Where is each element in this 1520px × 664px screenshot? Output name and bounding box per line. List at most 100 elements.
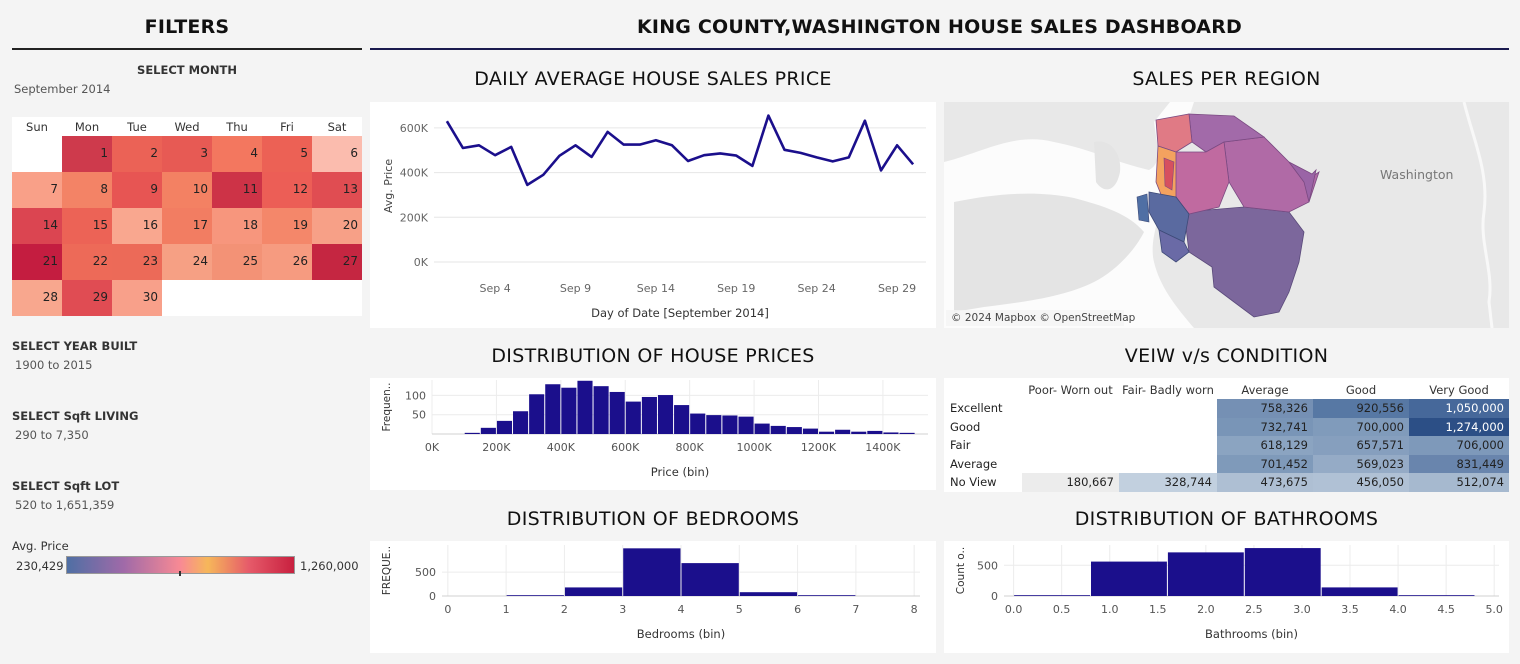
avg-price-point[interactable] (686, 159, 690, 163)
histogram-bar[interactable] (623, 548, 681, 596)
avg-price-point[interactable] (879, 168, 883, 172)
calendar-day-13[interactable]: 13 (312, 172, 362, 208)
heatmap-cell[interactable]: 328,744 (1119, 473, 1217, 492)
histogram-bar[interactable] (480, 427, 496, 434)
sqft-lot-value[interactable]: 520 to 1,651,359 (15, 498, 115, 512)
histogram-bar[interactable] (1244, 548, 1321, 596)
histogram-bar[interactable] (899, 432, 915, 434)
avg-price-point[interactable] (847, 155, 851, 159)
avg-price-point[interactable] (493, 153, 497, 157)
avg-price-point[interactable] (815, 155, 819, 159)
calendar-day-29[interactable]: 29 (62, 280, 112, 316)
histogram-bar[interactable] (1398, 595, 1475, 596)
avg-price-point[interactable] (477, 143, 481, 147)
avg-price-point[interactable] (718, 151, 722, 155)
calendar-day-22[interactable]: 22 (62, 244, 112, 280)
calendar-day-11[interactable]: 11 (212, 172, 262, 208)
daily-price-line-chart[interactable]: 0K 200K 400K 600K Sep 4 Sep 9 Sep 14 Sep 19 Sep … (370, 102, 936, 328)
bedroom-histogram[interactable]: 0 1 2 3 4 5 6 7 8 0 500 Bedrooms (bin) FREQUE.. (370, 541, 936, 653)
calendar-day-24[interactable]: 24 (162, 244, 212, 280)
histogram-bar[interactable] (786, 427, 802, 434)
calendar-day-16[interactable]: 16 (112, 208, 162, 244)
histogram-bar[interactable] (738, 416, 754, 434)
calendar-day-7[interactable]: 7 (12, 172, 62, 208)
avg-price-point[interactable] (799, 151, 803, 155)
calendar-day-27[interactable]: 27 (312, 244, 362, 280)
histogram-bar[interactable] (867, 430, 883, 434)
map-attribution[interactable]: © 2024 Mapbox © OpenStreetMap (951, 312, 1136, 324)
calendar-day-14[interactable]: 14 (12, 208, 62, 244)
region-map[interactable]: Washington © 2024 Mapbox © OpenStreetMap (944, 102, 1509, 328)
histogram-bar[interactable] (564, 587, 623, 596)
calendar-day-10[interactable]: 10 (162, 172, 212, 208)
histogram-bar[interactable] (883, 432, 899, 434)
heatmap-cell[interactable]: 920,556 (1313, 399, 1409, 418)
price-histogram[interactable]: 0K 200K 400K 600K 800K 1000K 1200K 1400K 50 100 Pr… (370, 378, 936, 490)
histogram-bar[interactable] (739, 592, 798, 596)
histogram-bar[interactable] (818, 431, 835, 434)
histogram-bar[interactable] (496, 420, 513, 434)
heatmap-body[interactable]: Excellent 758,326 920,556 1,050,000 Good 732,… (944, 399, 1509, 492)
histogram-bar[interactable] (681, 563, 739, 596)
avg-price-point[interactable] (831, 159, 835, 163)
heatmap-cell[interactable]: 569,023 (1313, 454, 1409, 473)
heatmap-cell[interactable]: 618,129 (1217, 436, 1313, 455)
calendar-day-17[interactable]: 17 (162, 208, 212, 244)
avg-price-point[interactable] (895, 143, 899, 147)
histogram-bar[interactable] (529, 394, 545, 434)
histogram-bar[interactable] (770, 425, 786, 434)
calendar-day-21[interactable]: 21 (12, 244, 62, 280)
select-month-value[interactable]: September 2014 (14, 82, 111, 96)
calendar-day-19[interactable]: 19 (262, 208, 312, 244)
avg-price-point[interactable] (509, 145, 513, 149)
histogram-bar[interactable] (1167, 552, 1244, 596)
avg-price-point[interactable] (573, 143, 577, 147)
histogram-bar[interactable] (802, 428, 818, 434)
histogram-bar[interactable] (674, 405, 690, 434)
heatmap-cell[interactable]: 732,741 (1217, 417, 1313, 436)
heatmap-cell[interactable]: 701,452 (1217, 454, 1313, 473)
histogram-bar[interactable] (690, 413, 706, 434)
histogram-bar[interactable] (561, 387, 577, 434)
heatmap-cell[interactable]: 700,000 (1313, 417, 1409, 436)
avg-price-point[interactable] (525, 183, 529, 187)
calendar-day-23[interactable]: 23 (112, 244, 162, 280)
histogram-bar[interactable] (851, 431, 867, 434)
view-condition-heatmap[interactable]: Poor- Worn out Fair- Badly worn Average Goo… (944, 380, 1509, 492)
calendar-day-3[interactable]: 3 (162, 136, 212, 172)
avg-price-point[interactable] (557, 154, 561, 158)
calendar-heatmap[interactable]: Sun Mon Tue Wed Thu Fri Sat 1 2 3 4 5 6 7 8 9 10 11 12 13 1… (12, 117, 362, 316)
heatmap-cell[interactable]: 831,449 (1409, 454, 1509, 473)
histogram-bar[interactable] (835, 429, 851, 434)
calendar-day-18[interactable]: 18 (212, 208, 262, 244)
avg-price-point[interactable] (750, 164, 754, 168)
region-map-panel[interactable]: Washington © 2024 Mapbox © OpenStreetMap (944, 102, 1509, 328)
calendar-day-20[interactable]: 20 (312, 208, 362, 244)
avg-price-point[interactable] (638, 143, 642, 147)
calendar-day-12[interactable]: 12 (262, 172, 312, 208)
avg-price-point[interactable] (734, 154, 738, 158)
histogram-bar[interactable] (1091, 561, 1167, 596)
histogram-bar[interactable] (657, 395, 674, 434)
histogram-bar[interactable] (1014, 595, 1091, 596)
histogram-bar[interactable] (545, 384, 561, 434)
calendar-day-1[interactable]: 1 (62, 136, 112, 172)
avg-price-point[interactable] (654, 138, 658, 142)
heatmap-cell[interactable]: 473,675 (1217, 473, 1313, 492)
calendar-day-4[interactable]: 4 (212, 136, 262, 172)
heatmap-cell[interactable]: 706,000 (1409, 436, 1509, 455)
calendar-day-25[interactable]: 25 (212, 244, 262, 280)
histogram-bar[interactable] (754, 423, 770, 434)
histogram-bar[interactable] (706, 415, 722, 434)
histogram-bar[interactable] (513, 411, 529, 434)
histogram-bar[interactable] (641, 396, 657, 434)
avg-price-point[interactable] (911, 162, 915, 166)
heatmap-cell[interactable]: 1,274,000 (1409, 417, 1509, 436)
calendar-day-8[interactable]: 8 (62, 172, 112, 208)
avg-price-point[interactable] (783, 148, 787, 152)
calendar-day-30[interactable]: 30 (112, 280, 162, 316)
avg-price-point[interactable] (702, 153, 706, 157)
histogram-bar[interactable] (1321, 587, 1398, 596)
heatmap-cell[interactable]: 456,050 (1313, 473, 1409, 492)
histogram-bar[interactable] (625, 401, 641, 434)
